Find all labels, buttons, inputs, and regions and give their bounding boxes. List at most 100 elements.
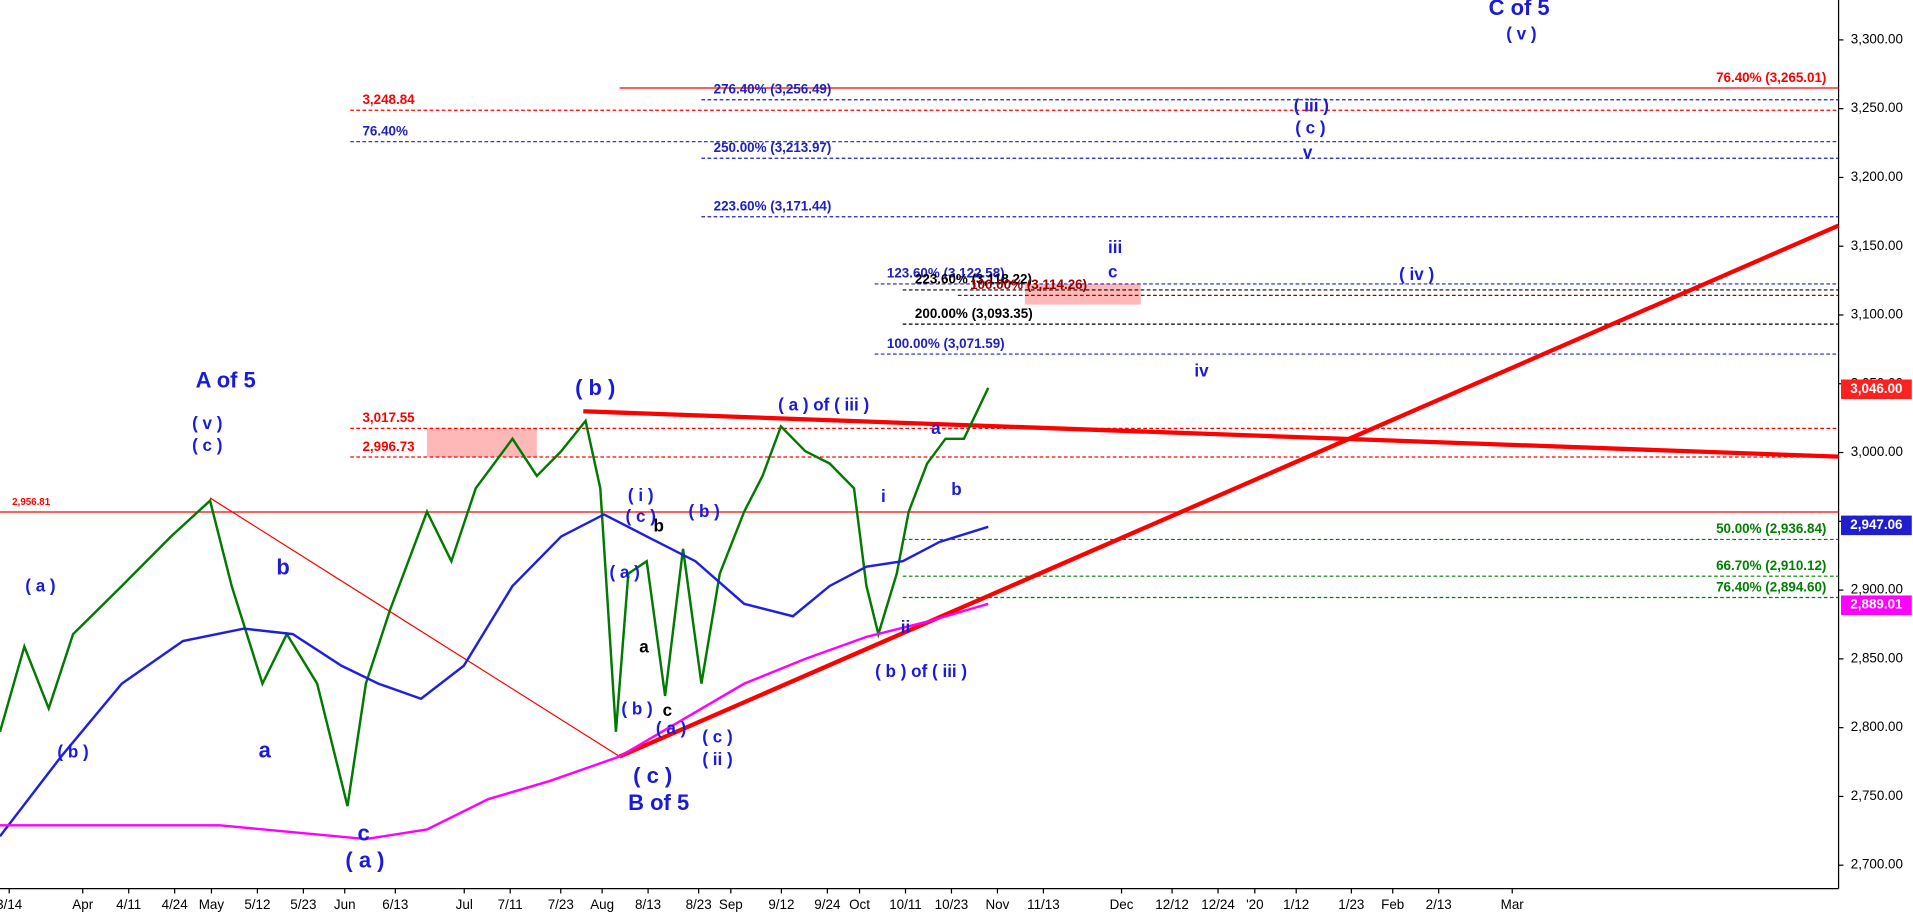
- wave-label: b: [951, 480, 961, 499]
- y-tick-label: 3,100.00: [1851, 307, 1903, 322]
- x-tick-label: Aug: [590, 897, 614, 912]
- wave-label: ( a ) of ( iii ): [778, 396, 869, 415]
- x-tick-label: 4/24: [162, 897, 189, 912]
- trend-line: [583, 409, 1839, 459]
- x-tick-label: 5/12: [244, 897, 270, 912]
- wave-label: ( a ): [25, 576, 55, 595]
- y-tick-label: 3,000.00: [1851, 444, 1903, 459]
- y-tick-label: 3,150.00: [1851, 238, 1903, 253]
- wave-label: ( c ): [192, 436, 222, 455]
- level-label: 100.00% (3,071.59): [887, 336, 1005, 351]
- x-tick-label: 1/12: [1283, 897, 1309, 912]
- x-tick-label: 7/23: [548, 897, 574, 912]
- x-tick-label: '20: [1246, 897, 1263, 912]
- level-label: 76.40% (3,265.01): [1716, 70, 1826, 85]
- wave-label: b: [653, 517, 663, 536]
- level-label: 76.40%: [362, 123, 408, 138]
- y-tick-label: 3,300.00: [1851, 31, 1903, 46]
- x-tick-label: Jul: [456, 897, 473, 912]
- trend-line: [209, 497, 620, 758]
- x-tick-label: 1/23: [1338, 897, 1364, 912]
- level-label: 2,956.81: [12, 497, 51, 508]
- trend-line: [618, 223, 1840, 759]
- price-tag-label: 2,947.06: [1850, 517, 1902, 532]
- x-tick-label: 2/13: [1426, 897, 1452, 912]
- wave-label: c: [357, 820, 369, 845]
- wave-label: ii: [901, 618, 910, 637]
- wave-label: ( b ): [689, 502, 720, 521]
- wave-label: ( iii ): [1294, 97, 1329, 116]
- price-tag: [1841, 595, 1912, 615]
- price-tag-label: 3,046.00: [1850, 381, 1902, 396]
- y-tick-label: 3,250.00: [1851, 100, 1903, 115]
- level-label: 66.70% (2,910.12): [1716, 558, 1826, 573]
- wave-label: ( b ): [621, 700, 652, 719]
- level-label: 100.00% (3,114.26): [970, 277, 1087, 292]
- wave-label: ( c ): [1295, 119, 1325, 138]
- level-label: 200.00% (3,093.35): [915, 306, 1033, 321]
- wave-label: C of 5: [1489, 0, 1550, 20]
- x-tick-label: Mar: [1501, 897, 1525, 912]
- wave-label: ( c ): [702, 728, 732, 747]
- x-tick-label: 10/23: [935, 897, 969, 912]
- level-label: 2,996.73: [362, 439, 414, 454]
- x-tick-label: 11/13: [1027, 897, 1060, 912]
- series-line: [0, 387, 990, 807]
- wave-label: b: [276, 554, 289, 579]
- wave-label: ( i ): [628, 486, 654, 505]
- wave-label: ( b ): [575, 375, 615, 400]
- level-label: 50.00% (2,936.84): [1716, 521, 1826, 536]
- wave-label: iii: [1108, 238, 1122, 257]
- x-tick-label: May: [199, 897, 225, 912]
- wave-label: c: [1108, 263, 1117, 282]
- y-tick-label: 2,900.00: [1851, 582, 1903, 597]
- x-tick-label: Apr: [72, 897, 93, 912]
- price-tag: [1841, 515, 1912, 536]
- level-label: 3,017.55: [362, 410, 415, 425]
- wave-label: ( ii ): [702, 750, 732, 769]
- wave-label: ( b ) of ( iii ): [875, 662, 967, 681]
- wave-label: a: [639, 637, 649, 656]
- x-tick-label: 9/24: [814, 897, 841, 912]
- wave-label: v: [1303, 143, 1313, 162]
- x-tick-label: 6/13: [382, 897, 408, 912]
- shaded-zone: [1024, 283, 1141, 305]
- level-label: 76.40% (2,894.60): [1716, 579, 1826, 594]
- x-tick-label: 8/13: [635, 897, 661, 912]
- x-tick-label: 8/23: [686, 897, 712, 912]
- wave-label: A of 5: [196, 368, 256, 393]
- price-tag: [1841, 379, 1912, 400]
- y-tick-label: 2,700.00: [1851, 857, 1903, 872]
- wave-label: c: [663, 701, 672, 720]
- x-tick-label: 10/11: [889, 897, 922, 912]
- x-tick-label: Dec: [1110, 897, 1134, 912]
- wave-label: ( a ): [345, 847, 384, 872]
- level-label: 3,248.84: [362, 92, 415, 107]
- price-tag-label: 2,889.01: [1850, 597, 1903, 612]
- x-tick-label: Oct: [849, 897, 870, 912]
- level-label: 223.60% (3,118.22): [915, 272, 1032, 287]
- wave-label: ( v ): [1506, 24, 1536, 43]
- x-tick-label: Feb: [1381, 897, 1404, 912]
- x-tick-label: 12/12: [1155, 897, 1189, 912]
- level-label: 276.40% (3,256.49): [714, 82, 832, 97]
- shaded-zone: [427, 428, 537, 458]
- wave-label: ( b ): [57, 742, 88, 761]
- x-tick-label: 4/11: [116, 897, 141, 912]
- wave-label: ( c ): [626, 507, 656, 526]
- x-tick-label: 5/23: [290, 897, 316, 912]
- wave-label: ( a ): [656, 719, 686, 738]
- wave-label: ( a ): [609, 563, 639, 582]
- x-tick-label: Sep: [719, 897, 743, 912]
- wave-label: iv: [1194, 361, 1209, 380]
- wave-label: ( c ): [633, 763, 672, 788]
- wave-label: a: [931, 419, 941, 438]
- series-line: [0, 513, 989, 838]
- y-tick-label: 2,750.00: [1851, 788, 1903, 803]
- wave-label: ( v ): [192, 414, 222, 433]
- level-label: 223.60% (3,171.44): [714, 199, 832, 214]
- y-tick-label: 2,850.00: [1851, 650, 1903, 665]
- x-tick-label: Nov: [986, 897, 1010, 912]
